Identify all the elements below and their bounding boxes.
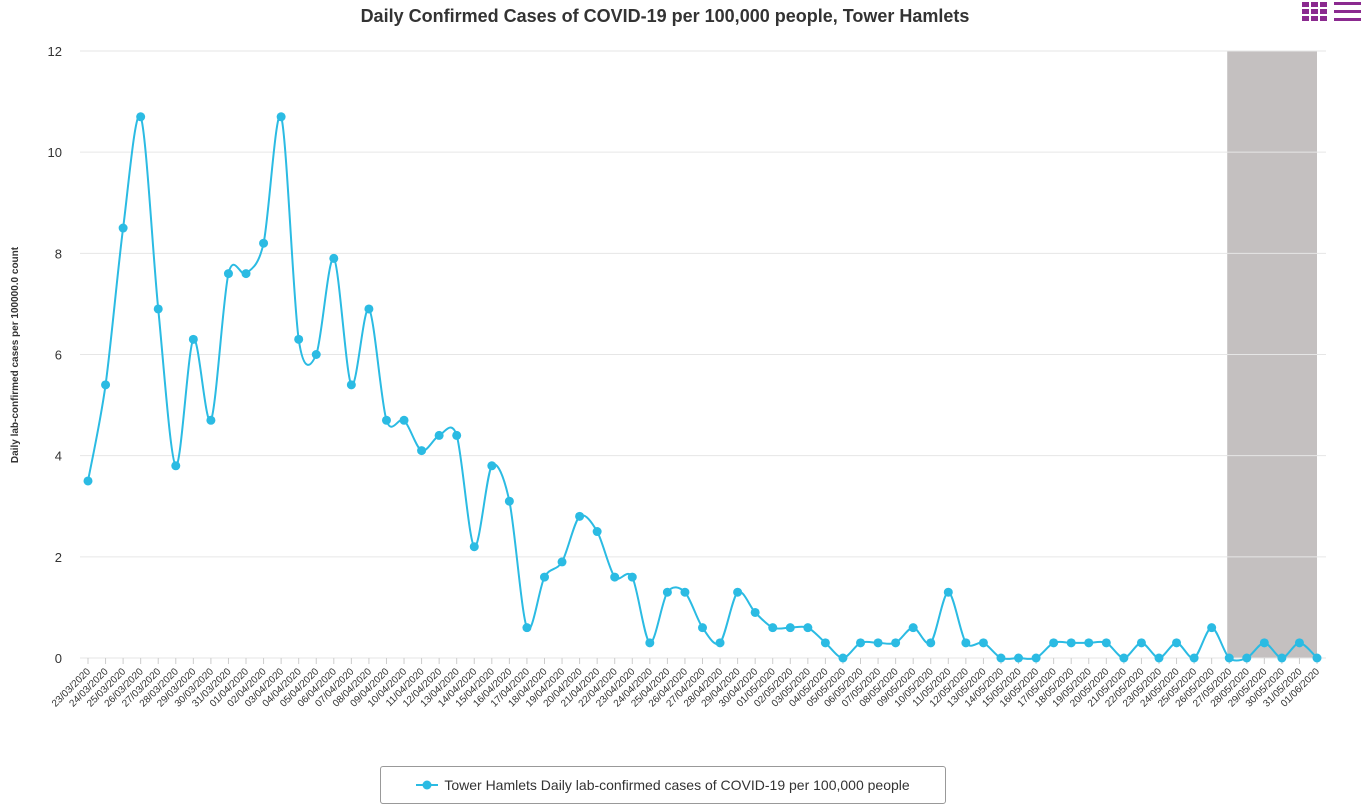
data-point[interactable]: [1294, 638, 1304, 648]
data-point[interactable]: [891, 638, 901, 648]
data-point[interactable]: [487, 461, 497, 471]
y-tick-label: 10: [48, 145, 62, 160]
data-point[interactable]: [838, 653, 848, 663]
data-point[interactable]: [1014, 653, 1024, 663]
data-point[interactable]: [750, 607, 760, 617]
data-point[interactable]: [557, 557, 567, 567]
data-point[interactable]: [136, 112, 146, 122]
y-tick-label: 12: [48, 44, 62, 59]
data-point[interactable]: [1242, 653, 1252, 663]
data-point[interactable]: [329, 253, 339, 263]
data-point[interactable]: [592, 527, 602, 537]
legend-label: Tower Hamlets Daily lab-confirmed cases …: [444, 777, 910, 793]
data-point[interactable]: [1224, 653, 1234, 663]
data-point[interactable]: [276, 112, 286, 122]
data-point[interactable]: [662, 587, 672, 597]
data-point[interactable]: [733, 587, 743, 597]
data-point[interactable]: [118, 223, 128, 233]
data-point[interactable]: [223, 269, 233, 279]
data-point[interactable]: [434, 430, 444, 440]
data-point[interactable]: [1189, 653, 1199, 663]
data-point[interactable]: [83, 476, 93, 486]
y-tick-label: 6: [55, 348, 62, 363]
data-point[interactable]: [803, 623, 813, 633]
data-point[interactable]: [346, 380, 356, 390]
data-point[interactable]: [539, 572, 549, 582]
data-point[interactable]: [943, 587, 953, 597]
data-point[interactable]: [1154, 653, 1164, 663]
y-tick-label: 2: [55, 550, 62, 565]
legend-marker-icon: [416, 780, 439, 790]
data-point[interactable]: [961, 638, 971, 648]
data-point[interactable]: [1207, 623, 1217, 633]
data-point[interactable]: [1277, 653, 1287, 663]
data-point[interactable]: [188, 334, 198, 344]
data-point[interactable]: [259, 238, 269, 248]
data-point[interactable]: [101, 380, 111, 390]
data-point[interactable]: [1119, 653, 1129, 663]
data-point[interactable]: [715, 638, 725, 648]
data-point[interactable]: [645, 638, 655, 648]
data-point[interactable]: [856, 638, 866, 648]
y-axis-label: Daily lab-confirmed cases per 100000.0 c…: [10, 246, 21, 463]
data-point[interactable]: [171, 461, 181, 471]
data-point[interactable]: [698, 623, 707, 633]
y-tick-label: 8: [55, 246, 62, 261]
data-point[interactable]: [504, 496, 514, 506]
data-point[interactable]: [575, 511, 585, 521]
data-point[interactable]: [1172, 638, 1182, 648]
data-point[interactable]: [1312, 653, 1322, 663]
data-point[interactable]: [785, 623, 795, 633]
data-point[interactable]: [294, 334, 304, 344]
data-point[interactable]: [1101, 638, 1111, 648]
data-point[interactable]: [610, 572, 620, 582]
data-point[interactable]: [522, 623, 532, 633]
data-point[interactable]: [206, 415, 216, 425]
chart-title: Daily Confirmed Cases of COVID-19 per 10…: [360, 6, 970, 26]
data-point[interactable]: [680, 587, 690, 597]
data-point[interactable]: [1084, 638, 1094, 648]
data-point[interactable]: [1136, 638, 1146, 648]
data-point[interactable]: [1066, 638, 1076, 648]
data-point[interactable]: [311, 350, 321, 359]
data-point[interactable]: [469, 542, 479, 552]
data-point[interactable]: [996, 653, 1006, 663]
data-point[interactable]: [926, 638, 936, 648]
data-point[interactable]: [241, 269, 251, 279]
data-point[interactable]: [1049, 638, 1059, 648]
data-point[interactable]: [364, 304, 374, 314]
data-point[interactable]: [399, 415, 409, 425]
data-point[interactable]: [820, 638, 830, 648]
data-point[interactable]: [908, 623, 918, 633]
legend[interactable]: Tower Hamlets Daily lab-confirmed cases …: [380, 766, 946, 804]
data-point[interactable]: [153, 304, 163, 314]
data-point[interactable]: [452, 430, 462, 440]
y-tick-label: 4: [55, 449, 62, 464]
data-point[interactable]: [627, 572, 637, 582]
data-point[interactable]: [417, 446, 427, 456]
y-tick-label: 0: [55, 651, 62, 666]
series-line: [87, 114, 1318, 662]
data-point[interactable]: [1031, 653, 1041, 663]
chart-menu-icon[interactable]: [1300, 0, 1361, 22]
data-point[interactable]: [768, 623, 778, 633]
data-point[interactable]: [873, 638, 883, 648]
data-point[interactable]: [381, 415, 391, 425]
data-point[interactable]: [978, 638, 988, 648]
data-point[interactable]: [1259, 638, 1269, 648]
